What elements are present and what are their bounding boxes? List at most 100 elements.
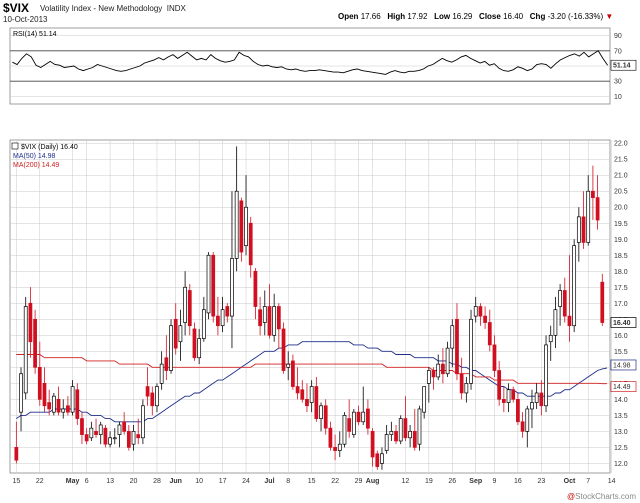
candle-body: [520, 421, 525, 432]
low-value: 16.29: [452, 12, 473, 21]
candle-body: [239, 200, 244, 253]
candle-body: [276, 306, 281, 330]
price-x-tick-label: 17: [219, 478, 227, 485]
price-y-tick-label: 17.0: [614, 301, 628, 308]
candle-body: [361, 411, 366, 423]
price-badge-label: 16.40: [613, 320, 631, 327]
price-x-tick-label: 6: [85, 478, 89, 485]
candle-body: [600, 281, 605, 323]
chg-down-arrow-icon: ▼: [605, 12, 614, 21]
candle-body: [33, 318, 37, 368]
candle-body: [220, 309, 225, 327]
rsi-line: [12, 50, 608, 75]
candle-body: [145, 386, 150, 397]
price-x-tick-label: 22: [331, 478, 339, 485]
candle-body: [136, 434, 141, 439]
candle-body: [525, 408, 530, 432]
candle-body: [178, 325, 183, 343]
candle-body: [347, 418, 352, 432]
candle-body: [28, 302, 33, 343]
price-badge-label: 14.49: [613, 384, 631, 391]
candle-body: [37, 366, 42, 400]
candle-body: [478, 306, 483, 317]
candle-body: [23, 306, 28, 394]
close-value: 16.40: [503, 12, 524, 21]
low-label: Low: [434, 12, 451, 21]
candle-body: [441, 363, 445, 375]
price-y-tick-label: 19.5: [614, 221, 628, 228]
candle-body: [309, 386, 314, 403]
candle-body: [192, 328, 197, 359]
price-x-tick-label: 19: [425, 478, 433, 485]
candle-body: [89, 427, 94, 439]
candle-body: [159, 363, 164, 384]
price-y-tick-label: 12.5: [614, 445, 628, 452]
candle-body: [469, 318, 473, 384]
candle-body: [389, 431, 394, 435]
candle-body: [534, 392, 539, 403]
candle-body: [253, 270, 258, 307]
instrument-name: Volatility Index - New Methodology INDX: [40, 4, 186, 13]
price-x-tick-label: 16: [514, 478, 522, 485]
price-x-tick-label: Jul: [264, 478, 274, 485]
candle-body: [94, 431, 98, 435]
candle-body: [323, 405, 328, 429]
price-y-tick-label: 20.5: [614, 189, 628, 196]
price-x-tick-label: 15: [308, 478, 316, 485]
candle-body: [314, 386, 319, 419]
candle-body: [431, 370, 436, 378]
price-x-tick-label: 15: [12, 478, 20, 485]
candle-body: [375, 453, 380, 467]
legend-entry: $VIX (Daily) 16.40: [21, 144, 78, 151]
candle-body: [342, 415, 347, 445]
candle-body: [206, 254, 211, 314]
candle-body: [436, 363, 441, 378]
candle-body: [258, 309, 262, 327]
candle-body: [47, 402, 52, 410]
candle-body: [248, 222, 253, 266]
candle-body: [333, 447, 337, 451]
candle-body: [497, 370, 502, 400]
candle-body: [66, 405, 70, 413]
price-y-tick-label: 14.0: [614, 397, 628, 404]
candle-body: [267, 306, 272, 336]
chart-date: 10-Oct-2013: [3, 15, 48, 24]
candle-body: [558, 290, 562, 307]
candle-body: [173, 318, 178, 349]
candle-body: [450, 325, 455, 349]
price-x-tick-label: 7: [586, 478, 590, 485]
candle-body: [141, 405, 145, 439]
candle-body: [51, 395, 56, 413]
price-x-tick-label: 26: [448, 478, 456, 485]
price-y-tick-label: 15.5: [614, 349, 628, 356]
candle-body: [328, 427, 333, 448]
rsi-y-tick-label: 10: [614, 94, 622, 101]
candle-body: [408, 431, 412, 439]
candle-body: [19, 373, 23, 413]
candle-body: [567, 315, 572, 327]
candle-body: [370, 431, 375, 458]
stockcharts-logo[interactable]: @StockCharts.com: [567, 492, 636, 501]
candle-body: [511, 389, 516, 400]
candle-body: [394, 431, 398, 442]
candle-body: [572, 245, 577, 327]
candle-body: [356, 411, 361, 423]
price-y-tick-label: 21.0: [614, 173, 628, 180]
candle-body: [553, 309, 558, 336]
rsi-title: RSI(14) 51.14: [13, 31, 57, 38]
candle-body: [117, 424, 122, 435]
candle-body: [445, 347, 450, 375]
candle-body: [126, 431, 131, 448]
candle-body: [417, 408, 422, 445]
candle-body: [501, 399, 506, 403]
candle-body: [216, 315, 220, 327]
price-y-tick-label: 13.0: [614, 429, 628, 436]
chg-value: -3.20 (-16.33%): [547, 12, 604, 21]
candle-body: [169, 325, 173, 371]
candle-body: [300, 389, 305, 400]
price-x-tick-label: 10: [195, 478, 203, 485]
candle-body: [42, 382, 47, 407]
price-badge-label: 14.98: [613, 362, 631, 369]
price-x-tick-label: 8: [286, 478, 290, 485]
